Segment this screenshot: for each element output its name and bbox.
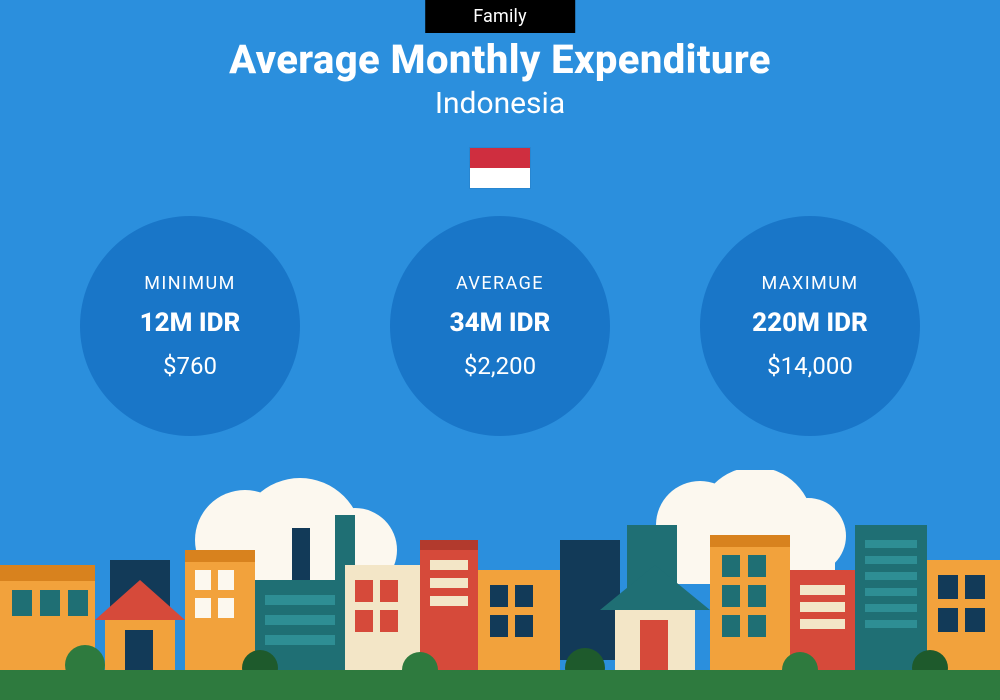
page-subtitle: Indonesia <box>0 86 1000 121</box>
country-flag <box>470 148 530 188</box>
skyline-illustration <box>0 470 1000 700</box>
ground <box>0 670 1000 700</box>
page-title: Average Monthly Expenditure <box>0 36 1000 83</box>
stat-label: MINIMUM <box>144 273 236 294</box>
stat-circle-maximum: MAXIMUM 220M IDR $14,000 <box>700 216 920 436</box>
stat-usd-value: $14,000 <box>767 352 853 380</box>
stats-row: MINIMUM 12M IDR $760 AVERAGE 34M IDR $2,… <box>0 216 1000 436</box>
stat-local-value: 34M IDR <box>450 308 551 338</box>
category-tab: Family <box>425 0 575 33</box>
flag-stripe-top <box>470 148 530 168</box>
flag-stripe-bottom <box>470 168 530 188</box>
stat-label: MAXIMUM <box>762 273 859 294</box>
stat-usd-value: $2,200 <box>464 352 536 380</box>
stat-local-value: 12M IDR <box>140 308 241 338</box>
stat-usd-value: $760 <box>163 352 217 380</box>
stat-label: AVERAGE <box>456 273 544 294</box>
stat-local-value: 220M IDR <box>752 308 868 338</box>
buildings-front <box>0 525 1000 675</box>
stat-circle-minimum: MINIMUM 12M IDR $760 <box>80 216 300 436</box>
stat-circle-average: AVERAGE 34M IDR $2,200 <box>390 216 610 436</box>
